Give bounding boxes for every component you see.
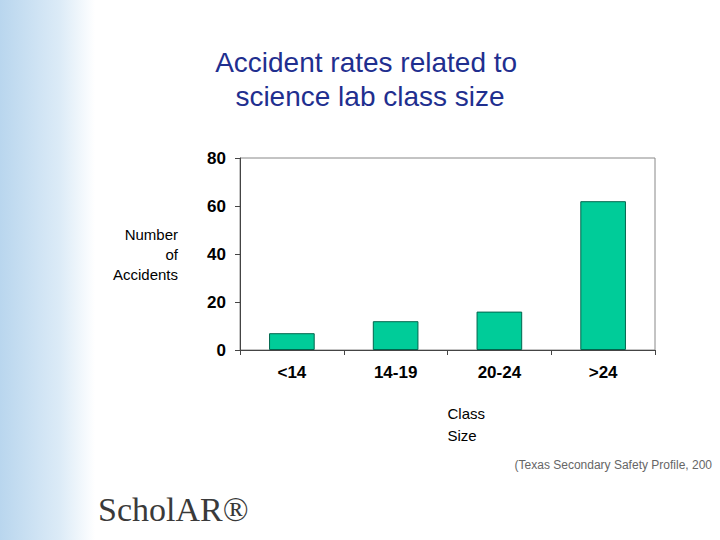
svg-text:Size: Size	[448, 427, 477, 444]
svg-text:Class: Class	[448, 405, 486, 422]
svg-text:20-24: 20-24	[478, 363, 522, 382]
svg-text:Number: Number	[125, 226, 178, 243]
svg-text:60: 60	[207, 197, 226, 216]
svg-text:ScholAR®: ScholAR®	[98, 491, 249, 528]
svg-text:>24: >24	[589, 363, 618, 382]
svg-text:science lab class size: science lab class size	[235, 81, 504, 112]
svg-text:40: 40	[207, 245, 226, 264]
svg-text:20: 20	[207, 293, 226, 312]
svg-text:<14: <14	[277, 363, 306, 382]
svg-text:0: 0	[217, 341, 226, 360]
svg-text:(Texas Secondary Safety Profil: (Texas Secondary Safety Profile, 200	[515, 458, 713, 472]
svg-text:of: of	[165, 246, 178, 263]
svg-text:14-19: 14-19	[374, 363, 417, 382]
svg-text:Accident rates related to: Accident rates related to	[215, 47, 525, 78]
svg-text:Accidents: Accidents	[113, 266, 178, 283]
svg-text:80: 80	[207, 149, 226, 168]
